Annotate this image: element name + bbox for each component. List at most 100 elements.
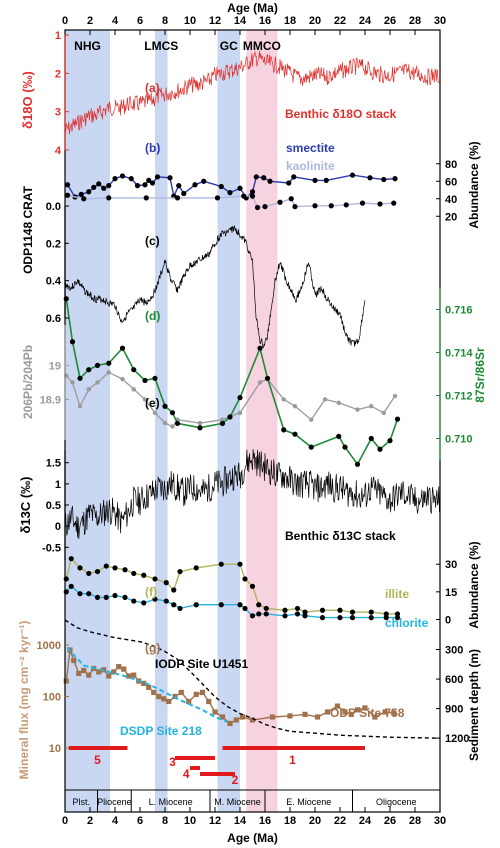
odp758-series-point bbox=[391, 710, 397, 716]
x-axis-title-bottom: Age (Ma) bbox=[227, 831, 278, 845]
sr-axis-title: 87Sr/86Sr bbox=[473, 347, 487, 403]
kaolinite-series-point bbox=[391, 200, 397, 206]
odp758-series-point bbox=[121, 666, 127, 672]
flux-tick-label: 10 bbox=[49, 743, 61, 755]
smectite-series-point bbox=[367, 175, 373, 181]
sr-series-point bbox=[264, 375, 271, 381]
smectite-series-point bbox=[91, 184, 97, 190]
pb-series-point bbox=[152, 410, 158, 416]
chlorite-series-point bbox=[103, 594, 109, 600]
sr-series-point bbox=[169, 410, 176, 416]
smectite-series-point bbox=[392, 176, 398, 182]
illite-series-point bbox=[218, 561, 224, 567]
x-tick-label-top: 26 bbox=[384, 15, 396, 27]
d18o-tick-label: 2 bbox=[55, 68, 61, 80]
odp-label: ODP Site 758 bbox=[330, 706, 405, 720]
x-tick-label-bottom: 12 bbox=[209, 815, 221, 827]
odp758-series-point bbox=[106, 673, 112, 679]
smectite-series-point bbox=[323, 177, 329, 183]
pb-series-point bbox=[355, 407, 360, 412]
smectite-series bbox=[64, 172, 398, 201]
x-tick-label-bottom: 0 bbox=[62, 815, 68, 827]
smectite-series-point bbox=[86, 189, 92, 195]
x-tick-label-top: 16 bbox=[259, 15, 271, 27]
d18o-stack-line bbox=[64, 50, 440, 135]
smectite-series-point bbox=[176, 183, 182, 189]
sr-series-point bbox=[368, 435, 374, 442]
odp758-series-point bbox=[186, 698, 192, 705]
sr-series-point bbox=[227, 414, 233, 420]
illite-series-point bbox=[141, 572, 147, 578]
kaolinite-series-point bbox=[328, 203, 334, 209]
flux-tick-label: 1000 bbox=[37, 640, 61, 652]
epoch-label: Oligocene bbox=[376, 797, 417, 807]
pb-series-point bbox=[106, 370, 111, 375]
sr-tick-label: 0.712 bbox=[445, 391, 473, 403]
abundance-b-tick-label: 20 bbox=[445, 211, 457, 223]
sr-series-point bbox=[257, 345, 263, 351]
crat-tick-label: 0.2 bbox=[46, 238, 61, 250]
kaolinite-series-point bbox=[254, 204, 261, 211]
pb-series-point bbox=[336, 400, 341, 405]
chlorite-series-point bbox=[368, 615, 374, 621]
chlorite-series-point bbox=[249, 613, 256, 619]
sr-series-point bbox=[377, 446, 383, 452]
sr-tick-label: 0.710 bbox=[445, 434, 473, 446]
chlorite-series-point bbox=[383, 615, 389, 621]
chlorite-series-point bbox=[131, 598, 137, 604]
epoch-label: M. Miocene bbox=[214, 797, 261, 807]
chlorite-series-point bbox=[152, 596, 158, 602]
epoch-label: L. Miocene bbox=[149, 797, 193, 807]
odp758-series-point bbox=[212, 709, 218, 715]
x-tick-label-top: 4 bbox=[112, 15, 119, 27]
illite-series-point bbox=[282, 607, 288, 613]
smectite-series-point bbox=[201, 178, 207, 184]
chlorite-series-point bbox=[77, 591, 83, 597]
odp758-series-point bbox=[86, 672, 92, 678]
pb-series-point bbox=[281, 397, 286, 402]
x-tick-label-bottom: 6 bbox=[137, 815, 143, 827]
pb-series-point bbox=[292, 403, 298, 409]
panel-label-b: (b) bbox=[145, 141, 160, 155]
sr-series-point bbox=[162, 403, 168, 409]
dsdp-label: DSDP Site 218 bbox=[120, 724, 202, 738]
d13c-tick-label: 0 bbox=[55, 521, 61, 533]
tectonic-bar-label-2: 2 bbox=[232, 773, 239, 787]
smectite-series-point bbox=[167, 175, 173, 181]
illite-series-point bbox=[383, 611, 389, 617]
sr-tick-label: 0.716 bbox=[445, 305, 473, 317]
smectite-series-point bbox=[253, 174, 259, 180]
sr-series-point bbox=[94, 362, 101, 368]
odp758-series-point bbox=[334, 703, 341, 709]
crat-tick-label: 0.4 bbox=[46, 276, 62, 288]
odp758-series-point bbox=[206, 698, 212, 705]
odp758-series-point bbox=[161, 696, 167, 702]
panel-label-a: (a) bbox=[145, 81, 160, 95]
illite-label: illite bbox=[385, 587, 409, 601]
x-tick-label-top: 10 bbox=[184, 15, 196, 27]
sr-series-point bbox=[237, 395, 243, 401]
smectite-series-point bbox=[218, 183, 224, 190]
kaolinite-series-point bbox=[81, 196, 87, 202]
iodp-label: IODP Site U1451 bbox=[155, 657, 248, 671]
odp758-series-point bbox=[116, 664, 122, 670]
illite-series-point bbox=[394, 611, 401, 617]
abundance-f-tick-label: 15 bbox=[445, 587, 457, 599]
smectite-series-point bbox=[134, 183, 141, 189]
chlorite-series-point bbox=[193, 602, 199, 608]
panel-label-e: (e) bbox=[145, 396, 160, 410]
odp758-series-point bbox=[166, 698, 172, 705]
d13c-tick-label: 1 bbox=[55, 479, 61, 491]
chlorite-series-point bbox=[349, 615, 356, 621]
illite-series-point bbox=[337, 607, 343, 613]
pb-series-point bbox=[197, 420, 203, 426]
kaolinite-series-point bbox=[106, 195, 112, 201]
odp758-series-point bbox=[269, 714, 276, 720]
chlorite-series bbox=[63, 583, 401, 621]
kaolinite-series-point bbox=[262, 204, 268, 210]
smectite-series-point bbox=[291, 174, 297, 180]
crat-tick-label: 0.6 bbox=[46, 313, 61, 325]
x-tick-label-bottom: 20 bbox=[309, 815, 321, 827]
odp758-series-point bbox=[131, 672, 137, 678]
